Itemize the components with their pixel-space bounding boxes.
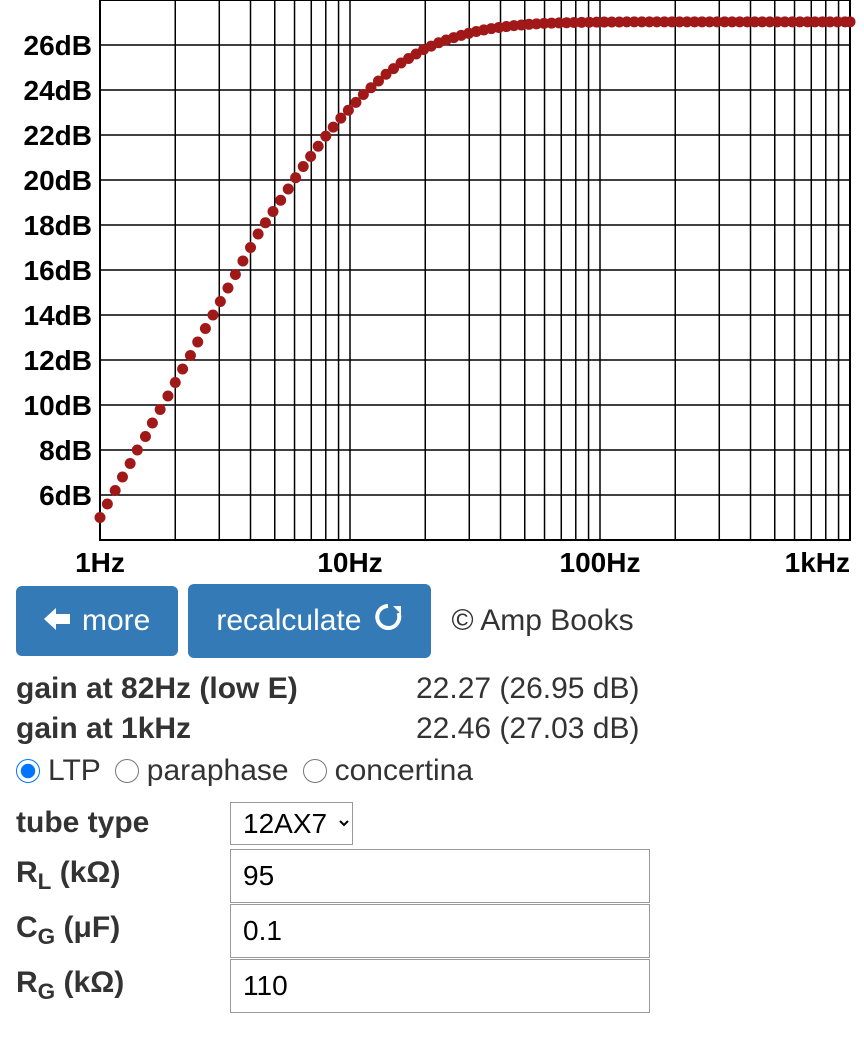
tube-type-select[interactable]: 12AX7 — [230, 802, 353, 845]
svg-text:12dB: 12dB — [24, 345, 92, 376]
chart-svg: 6dB 8dB 10dB 12dB 14dB 16dB 18dB 20dB 22dB 24dB 26… — [0, 0, 864, 580]
svg-text:22dB: 22dB — [24, 120, 92, 151]
svg-text:18dB: 18dB — [24, 210, 92, 241]
result-label-1khz: gain at 1kHz — [16, 712, 416, 746]
recalculate-button-label: recalculate — [216, 604, 361, 638]
tube-type-label: tube type — [16, 798, 230, 848]
svg-text:1Hz: 1Hz — [75, 547, 125, 578]
rg-input[interactable] — [230, 959, 650, 1013]
svg-text:16dB: 16dB — [24, 255, 92, 286]
result-label-82hz: gain at 82Hz (low E) — [16, 672, 416, 706]
more-button[interactable]: more — [16, 586, 178, 656]
copyright-text: © Amp Books — [451, 604, 633, 638]
rl-input[interactable] — [230, 849, 650, 903]
radio-ltp-label[interactable]: LTP — [48, 754, 101, 788]
button-row: more recalculate © Amp Books — [16, 584, 848, 658]
cg-label: CG (μF) — [16, 903, 230, 958]
svg-text:1kHz: 1kHz — [785, 547, 850, 578]
cg-input[interactable] — [230, 904, 650, 958]
svg-text:26dB: 26dB — [24, 30, 92, 61]
param-row-tube-type: tube type 12AX7 — [16, 798, 848, 848]
result-value-82hz: 22.27 (26.95 dB) — [416, 672, 848, 706]
arrow-left-icon — [44, 604, 70, 638]
refresh-icon — [373, 602, 403, 640]
more-button-label: more — [82, 604, 150, 638]
rg-label: RG (kΩ) — [16, 958, 230, 1013]
param-row-rl: RL (kΩ) — [16, 848, 848, 903]
param-row-rg: RG (kΩ) — [16, 958, 848, 1013]
topology-radio-group: LTP paraphase concertina — [16, 754, 848, 788]
controls-panel: more recalculate © Amp Books gain at 82H… — [0, 580, 864, 1013]
svg-text:10dB: 10dB — [24, 390, 92, 421]
svg-text:10Hz: 10Hz — [317, 547, 382, 578]
radio-paraphase[interactable] — [115, 759, 139, 783]
radio-ltp[interactable] — [16, 759, 40, 783]
result-row-82hz: gain at 82Hz (low E) 22.27 (26.95 dB) — [16, 672, 848, 706]
svg-text:8dB: 8dB — [39, 435, 92, 466]
radio-paraphase-label[interactable]: paraphase — [147, 754, 289, 788]
svg-text:20dB: 20dB — [24, 165, 92, 196]
svg-text:6dB: 6dB — [39, 480, 92, 511]
result-value-1khz: 22.46 (27.03 dB) — [416, 712, 848, 746]
result-row-1khz: gain at 1kHz 22.46 (27.03 dB) — [16, 712, 848, 746]
radio-concertina-label[interactable]: concertina — [335, 754, 473, 788]
frequency-response-chart: 6dB 8dB 10dB 12dB 14dB 16dB 18dB 20dB 22dB 24dB 26… — [0, 0, 864, 580]
svg-text:100Hz: 100Hz — [560, 547, 641, 578]
svg-text:14dB: 14dB — [24, 300, 92, 331]
svg-text:24dB: 24dB — [24, 75, 92, 106]
param-row-cg: CG (μF) — [16, 903, 848, 958]
radio-concertina[interactable] — [303, 759, 327, 783]
rl-label: RL (kΩ) — [16, 848, 230, 903]
recalculate-button[interactable]: recalculate — [188, 584, 431, 658]
